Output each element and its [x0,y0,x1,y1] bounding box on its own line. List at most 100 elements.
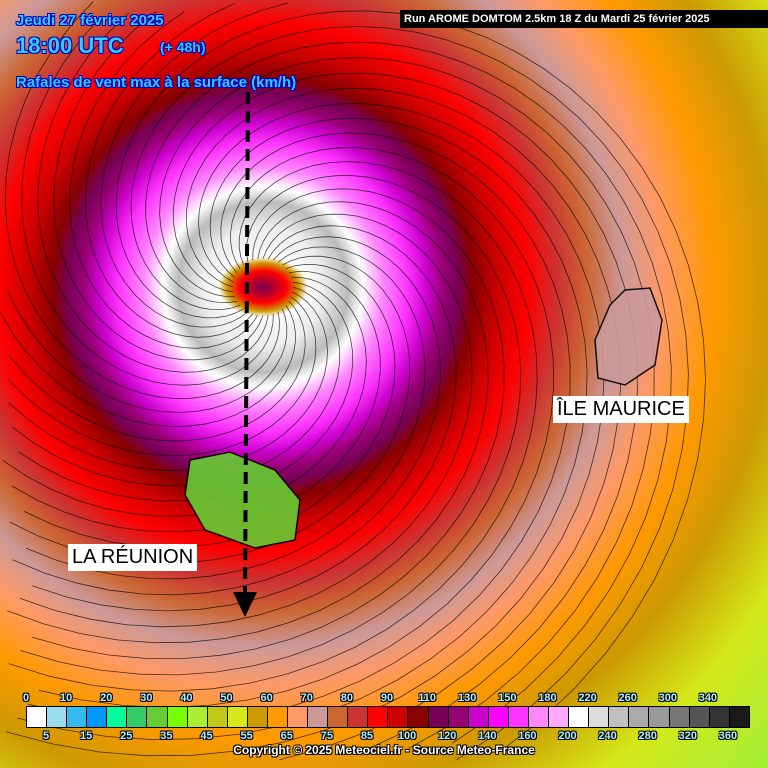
legend-swatch [709,707,730,727]
legend-label-top: 30 [140,692,153,704]
legend-swatch [589,707,610,727]
streamline [100,2,288,328]
legend-label-bottom: 280 [638,730,657,742]
legend-swatch [267,707,289,727]
streamline [115,10,706,751]
legend-label-bottom: 160 [518,730,537,742]
streamline [130,26,689,761]
legend-label-bottom: 360 [718,730,738,742]
legend-swatch [448,707,469,727]
streamline [85,2,253,338]
streamline [7,201,489,644]
color-scale-legend [26,706,750,728]
legend-swatch [47,707,68,727]
legend-swatch [308,707,329,727]
legend-swatch [569,707,590,727]
legend-label-top: 80 [340,692,353,704]
legend-swatch [729,707,749,727]
label-la-reunion: LA RÉUNION [68,544,198,571]
legend-label-top: 130 [458,692,477,704]
legend-label-bottom: 120 [437,730,457,742]
legend-label-top: 20 [100,692,113,704]
streamline [12,236,441,596]
streamline [7,296,317,457]
legend-swatch [508,707,529,727]
cyclone-track-arrowhead [233,592,257,617]
streamline [185,87,622,761]
legend-swatch [227,707,248,727]
cyclone-track-line [243,91,250,596]
streamline [32,188,505,659]
legend-swatch [127,707,148,727]
legend-label-top: 40 [180,692,193,704]
legend-label-bottom: 140 [478,730,497,742]
legend-label-top: 220 [578,692,597,704]
streamline [2,276,367,517]
streamline [37,12,269,373]
streamline [11,270,381,533]
streamline [21,17,274,386]
legend-swatch [247,707,268,727]
legend-swatch [669,707,690,727]
legend-swatch [549,707,570,727]
legend-label-top: 50 [220,692,233,704]
legend-label-top: 90 [380,692,394,704]
legend-label-bottom: 35 [160,730,173,742]
legend-swatch [488,707,509,727]
legend-label-top: 260 [618,692,637,704]
legend-swatch [87,707,108,727]
streamline [172,72,638,751]
legend-label-top: 110 [418,692,436,704]
legend-swatch [348,707,369,727]
legend-label-top: 70 [300,692,313,704]
legend-label-bottom: 320 [678,730,698,742]
maurice-island [594,287,663,386]
forecast-time: 18:00 UTC [16,33,124,58]
legend-label-bottom: 75 [320,730,333,742]
legend-swatch [207,707,228,727]
wind-streamlines [0,1,706,761]
streamline [8,291,328,471]
streamline [5,103,605,757]
streamline [69,11,259,349]
label-ile-maurice: ÎLE MAURICE [553,396,689,423]
legend-swatch [288,707,309,727]
legend-swatch [528,707,550,727]
streamline [17,117,588,741]
legend-label-top: 60 [260,692,273,704]
streamline [17,281,354,502]
streamline [25,246,426,580]
legend-label-top: 10 [59,692,73,704]
streamline [53,11,264,361]
legend-label-bottom: 25 [120,730,133,742]
legend-label-bottom: 200 [558,730,577,742]
legend-label-bottom: 55 [240,730,253,742]
legend-swatch [107,707,128,727]
legend-swatch [67,707,88,727]
legend-label-top: 150 [498,692,517,704]
streamline [145,41,672,744]
legend-label-bottom: 65 [280,730,293,742]
streamline [159,57,655,749]
legend-swatch [649,707,670,727]
legend-label-top: 180 [538,692,557,704]
legend-label-top: 300 [658,692,677,704]
legend-swatch [27,707,48,727]
streamline [19,213,473,628]
legend-label-top: 0 [22,692,30,704]
streamline [20,175,522,676]
legend-swatch [147,707,168,727]
legend-swatch [388,707,409,727]
forecast-lead-time: (+ 48h) [160,39,206,55]
legend-swatch [328,707,349,727]
legend-label-bottom: 5 [42,730,50,742]
legend-swatch [468,707,489,727]
legend-swatch [689,707,710,727]
streamline [11,286,341,487]
legend-label-bottom: 100 [397,730,417,742]
streamline [4,1,280,399]
copyright: Copyright © 2025 Meteociel.fr - Source M… [233,743,535,757]
legend-swatch [629,707,650,727]
